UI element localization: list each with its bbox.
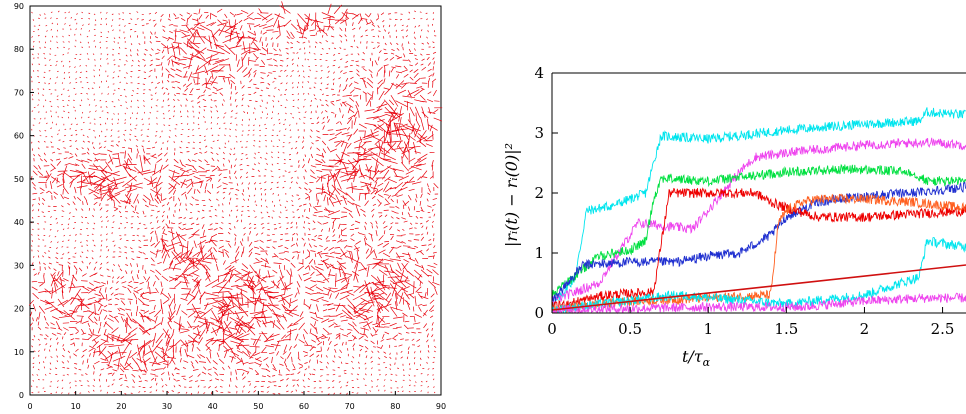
y-tick-label: 1 <box>534 244 544 262</box>
y-tick-label: 0 <box>534 304 544 322</box>
vector-field-panel: 0 10 20 30 40 50 60 70 80 90 0 10 20 30 40 50 60 70 80 90 <box>14 1 446 411</box>
y-tick-label: 50 <box>14 175 24 184</box>
vector-field-frame <box>29 5 442 396</box>
trajectory-series <box>551 237 966 314</box>
vector-field-x-ticks: 0 10 20 30 40 50 60 70 80 90 <box>27 391 446 411</box>
x-tick-label: 90 <box>436 402 446 411</box>
x-axis-label: t/τα <box>682 347 711 369</box>
x-tick-label: 70 <box>345 402 355 411</box>
trajectory-series <box>551 137 966 306</box>
y-tick-label: 60 <box>14 132 24 141</box>
x-tick-label: 0.5 <box>618 320 642 338</box>
x-tick-label: 40 <box>208 402 218 411</box>
y-tick-label: 70 <box>14 88 24 97</box>
y-tick-label: 40 <box>14 218 24 227</box>
trajectory-series <box>551 181 966 302</box>
x-tick-label: 60 <box>299 402 309 411</box>
trajectory-series <box>551 193 966 314</box>
y-tick-label: 20 <box>14 305 24 314</box>
y-tick-label: 4 <box>534 64 544 82</box>
y-tick-label: 30 <box>14 261 24 270</box>
x-tick-label: 2 <box>860 320 870 338</box>
y-tick-label: 90 <box>14 2 24 11</box>
reference-line <box>551 264 966 311</box>
x-tick-label: 10 <box>71 402 81 411</box>
x-tick-label: 0 <box>27 402 32 411</box>
trajectory-series <box>551 107 966 311</box>
displacement-y-ticks: 0 1 2 3 4 <box>534 64 558 322</box>
x-tick-label: 2.5 <box>931 320 955 338</box>
x-tick-label: 1 <box>703 320 713 338</box>
trajectory-series <box>551 292 966 315</box>
x-tick-label: 1.5 <box>774 320 798 338</box>
displacement-x-ticks: 0 0.5 1 1.5 2 2.5 <box>547 307 954 338</box>
y-tick-label: 0 <box>19 391 24 400</box>
y-tick-label: 2 <box>534 184 544 202</box>
trajectory-series <box>551 187 966 312</box>
y-tick-label: 80 <box>14 45 24 54</box>
displacement-series <box>551 107 966 315</box>
x-tick-label: 30 <box>162 402 172 411</box>
y-axis-label: |rᵢ(t) − rᵢ(0)|² <box>502 143 521 247</box>
y-tick-label: 3 <box>534 124 544 142</box>
x-tick-label: 50 <box>253 402 263 411</box>
y-tick-label: 10 <box>14 348 24 357</box>
x-tick-label: 20 <box>116 402 126 411</box>
x-tick-label: 0 <box>547 320 557 338</box>
x-tick-label: 80 <box>390 402 400 411</box>
displacement-panel: 0 0.5 1 1.5 2 2.5 0 1 2 3 4 t/τα |rᵢ(t) − rᵢ(0)|² <box>502 64 966 369</box>
trajectory-series <box>551 163 966 299</box>
vector-field-y-ticks: 0 10 20 30 40 50 60 70 80 90 <box>14 2 34 400</box>
